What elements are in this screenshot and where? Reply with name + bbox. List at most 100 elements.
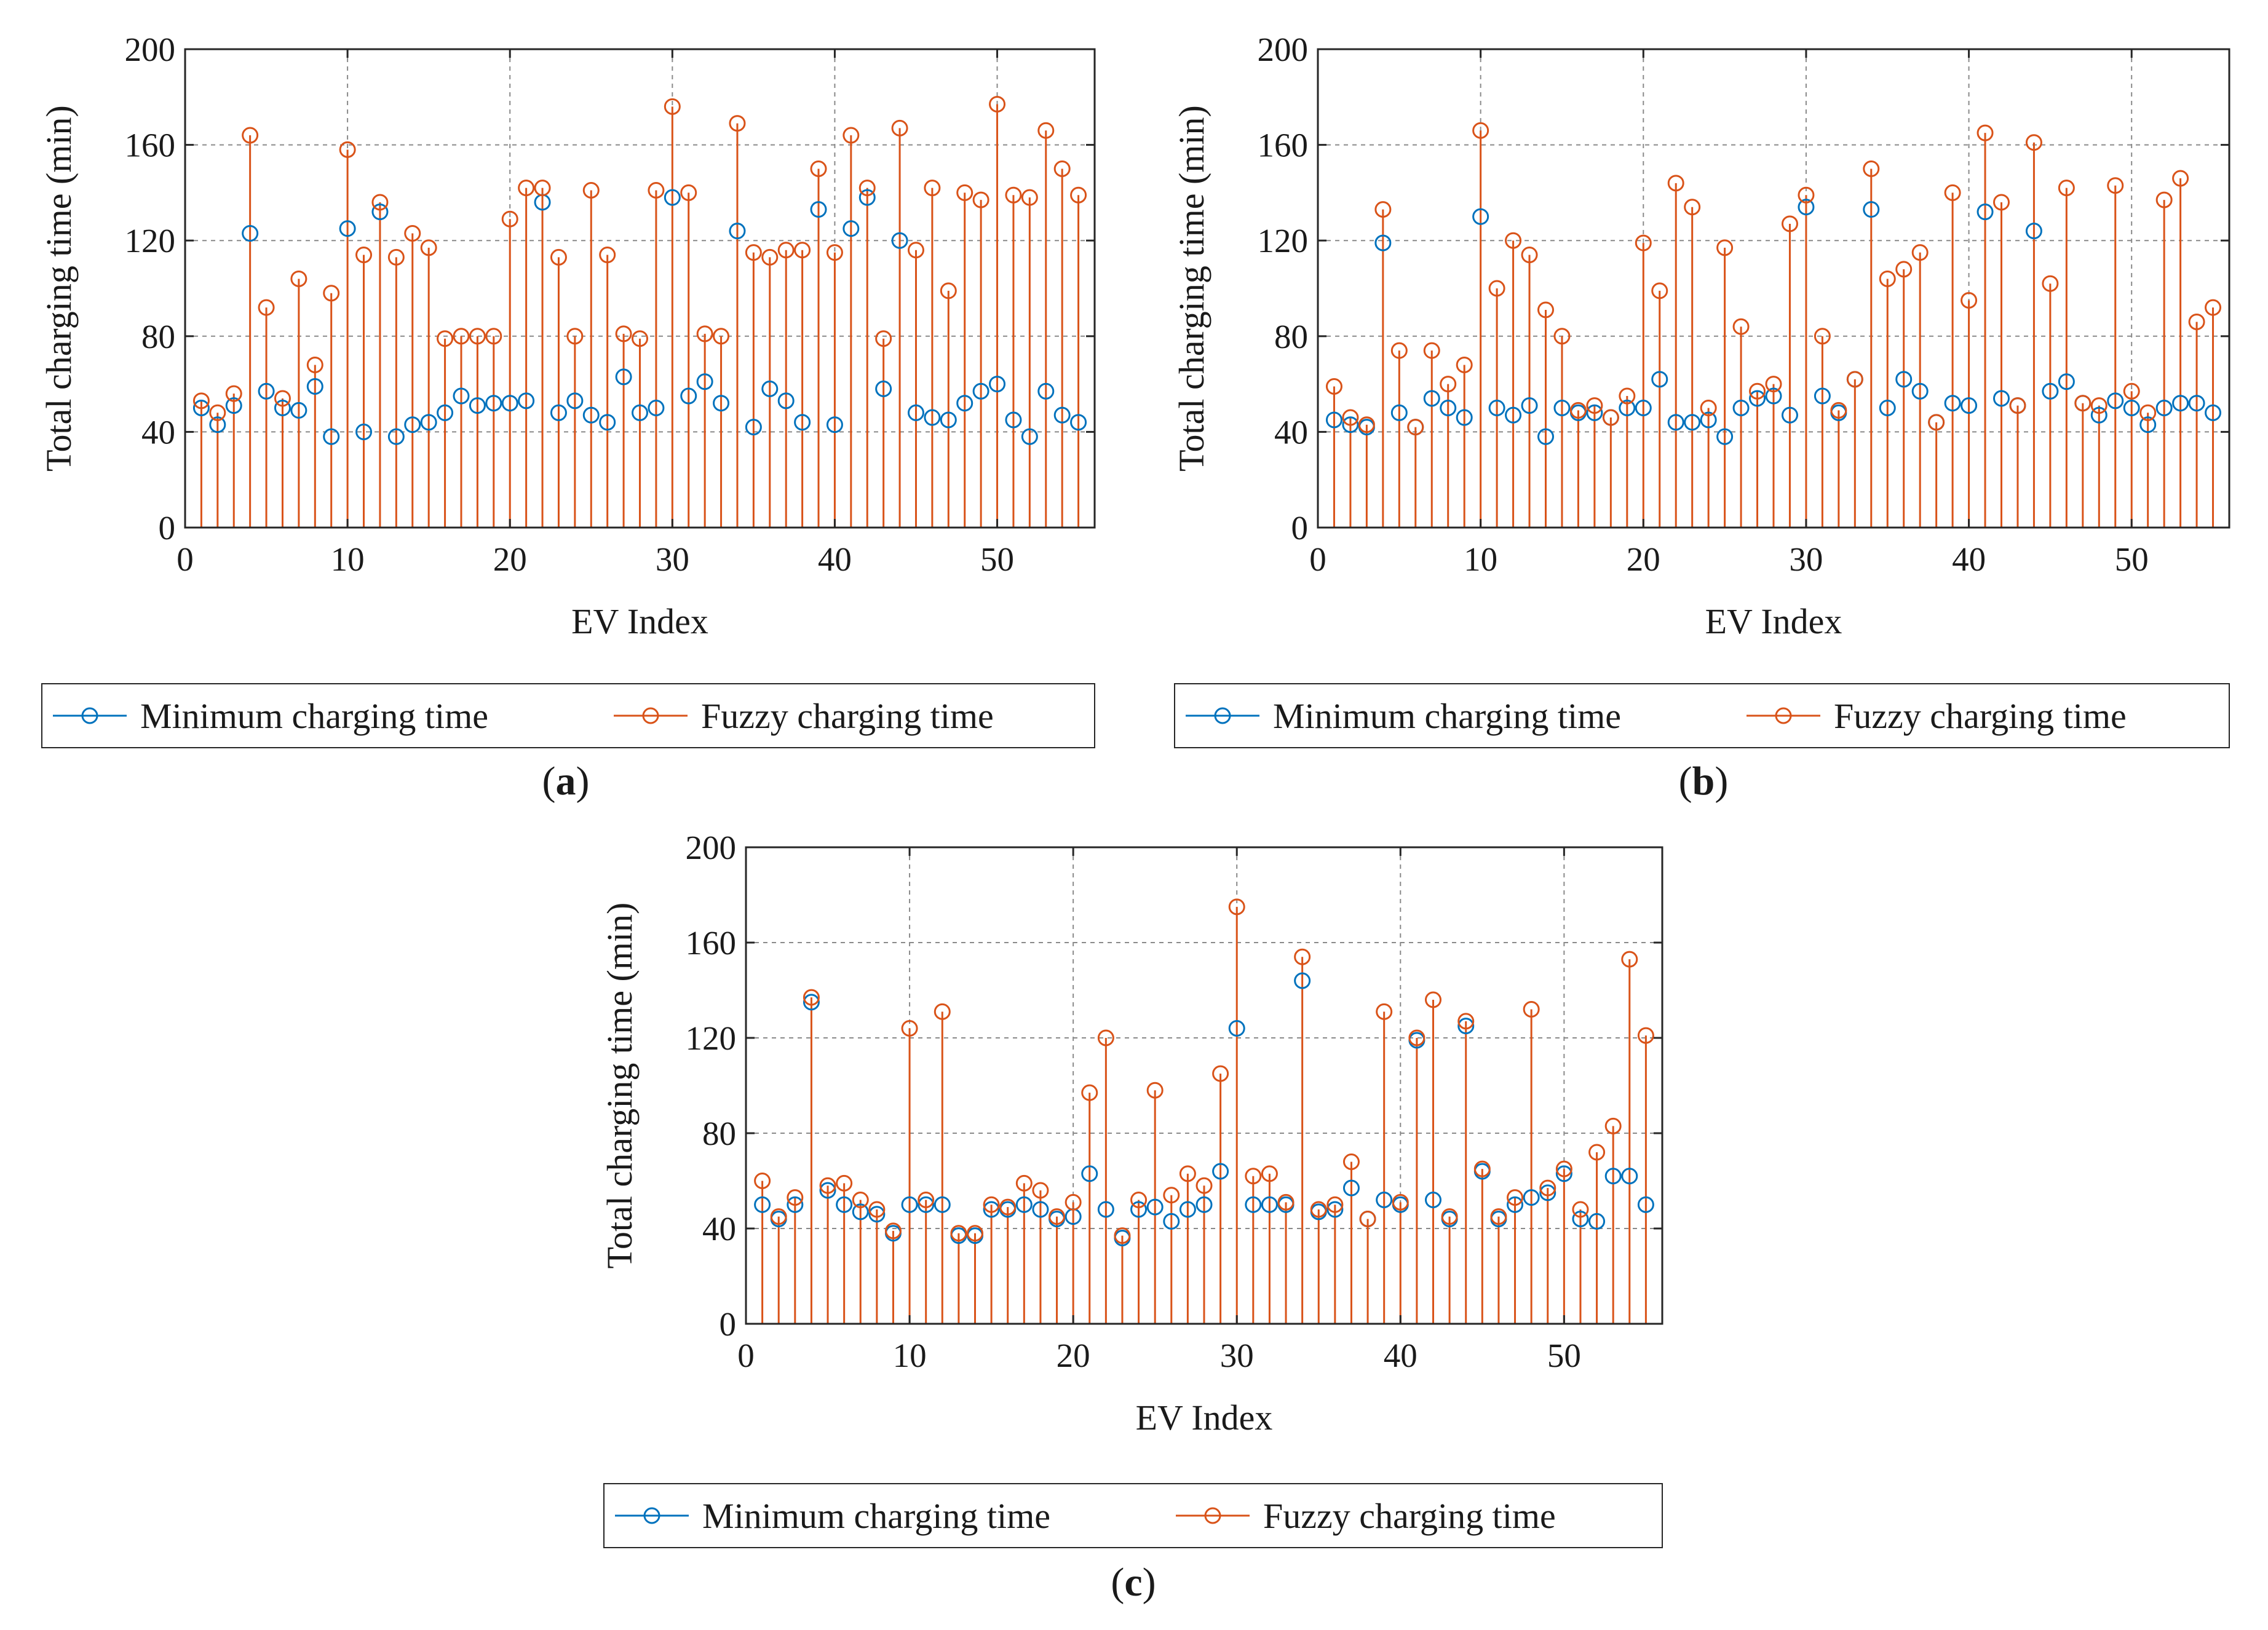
legend-marker-minimum bbox=[643, 1507, 660, 1524]
y-tick-label: 120 bbox=[1258, 222, 1309, 259]
fuzzy-marker bbox=[2009, 397, 2026, 414]
y-tick-label: 160 bbox=[686, 924, 737, 962]
minimum-marker bbox=[907, 404, 924, 421]
fuzzy-marker bbox=[1114, 1227, 1131, 1244]
fuzzy-marker bbox=[819, 1177, 836, 1194]
axes-box bbox=[184, 48, 1096, 529]
y-axis-label: Total charging time (min) bbox=[39, 105, 79, 472]
fuzzy-marker bbox=[1070, 186, 1087, 204]
fuzzy-marker bbox=[615, 325, 632, 342]
minimum-marker bbox=[632, 404, 648, 421]
minimum-marker bbox=[1621, 1168, 1638, 1185]
minimum-marker bbox=[1944, 395, 1961, 412]
fuzzy-marker bbox=[1572, 1201, 1589, 1218]
fuzzy-marker bbox=[907, 242, 924, 259]
fuzzy-marker bbox=[566, 328, 584, 345]
fuzzy-marker bbox=[1342, 1153, 1360, 1170]
fuzzy-marker bbox=[2205, 299, 2222, 316]
fuzzy-marker bbox=[729, 115, 746, 132]
x-tick-label: 30 bbox=[1220, 1337, 1254, 1374]
fuzzy-marker bbox=[1065, 1193, 1082, 1211]
fuzzy-marker bbox=[2123, 382, 2140, 400]
minimum-marker bbox=[1457, 1018, 1475, 1035]
minimum-marker bbox=[983, 1201, 1000, 1218]
minimum-marker bbox=[469, 397, 486, 414]
minimum-marker bbox=[1342, 1179, 1360, 1197]
fuzzy-marker bbox=[1326, 1196, 1344, 1213]
minimum-marker bbox=[1651, 371, 1668, 388]
minimum-marker bbox=[810, 201, 827, 218]
fuzzy-marker bbox=[1667, 175, 1684, 192]
minimum-marker bbox=[836, 1196, 853, 1213]
fuzzy-marker bbox=[1651, 282, 1668, 299]
minimum-marker bbox=[1212, 1163, 1229, 1180]
legend: Minimum charging time Fuzzy charging time bbox=[1174, 683, 2230, 748]
x-tick-label: 30 bbox=[656, 540, 689, 578]
y-tick-label: 0 bbox=[1291, 509, 1309, 547]
fuzzy-marker bbox=[777, 242, 795, 259]
fuzzy-marker bbox=[1586, 397, 1603, 414]
fuzzy-marker bbox=[453, 328, 470, 345]
fuzzy-marker bbox=[323, 285, 340, 302]
minimum-marker bbox=[1326, 1201, 1344, 1218]
legend-box bbox=[603, 1483, 1663, 1548]
fuzzy-marker bbox=[680, 184, 697, 201]
fuzzy-marker bbox=[1359, 1211, 1376, 1227]
fuzzy-marker bbox=[2107, 177, 2124, 194]
fuzzy-marker bbox=[648, 182, 665, 199]
fuzzy-marker bbox=[1928, 414, 1945, 431]
fuzzy-marker bbox=[696, 325, 713, 342]
minimum-marker bbox=[819, 1182, 836, 1199]
fuzzy-marker bbox=[934, 1003, 951, 1020]
fuzzy-marker bbox=[420, 239, 437, 256]
fuzzy-marker bbox=[225, 385, 242, 402]
fuzzy-marker bbox=[404, 225, 421, 242]
minimum-marker bbox=[518, 392, 535, 409]
minimum-marker bbox=[2139, 416, 2157, 433]
minimum-marker bbox=[1961, 397, 1978, 414]
fuzzy-marker bbox=[242, 127, 259, 144]
minimum-marker bbox=[803, 994, 820, 1011]
fuzzy-marker bbox=[924, 180, 941, 197]
fuzzy-marker bbox=[534, 180, 551, 197]
minimum-marker bbox=[777, 392, 795, 409]
minimum-marker bbox=[242, 225, 259, 242]
minimum-marker bbox=[1374, 234, 1392, 251]
minimum-marker bbox=[1588, 1213, 1606, 1230]
fuzzy-marker bbox=[754, 1173, 771, 1189]
legend-marker-fuzzy bbox=[1775, 707, 1792, 724]
minimum-marker bbox=[664, 189, 681, 206]
fuzzy-marker bbox=[1749, 382, 1766, 400]
fuzzy-marker bbox=[1993, 194, 2010, 211]
x-tick-label: 20 bbox=[1627, 540, 1660, 578]
fuzzy-marker bbox=[501, 210, 518, 227]
minimum-marker bbox=[1732, 400, 1750, 416]
minimum-marker bbox=[729, 223, 746, 240]
fuzzy-marker bbox=[745, 244, 762, 261]
fuzzy-marker bbox=[1037, 122, 1055, 139]
minimum-marker bbox=[1879, 400, 1896, 416]
minimum-marker bbox=[1749, 390, 1766, 407]
minimum-marker bbox=[339, 220, 356, 237]
minimum-marker bbox=[1376, 1192, 1393, 1208]
minimum-marker bbox=[794, 414, 811, 431]
minimum-marker bbox=[2042, 382, 2059, 400]
fuzzy-marker bbox=[940, 282, 957, 299]
fuzzy-marker bbox=[1310, 1201, 1327, 1218]
minimum-marker bbox=[355, 423, 373, 440]
minimum-marker bbox=[1993, 390, 2010, 407]
fuzzy-marker bbox=[1521, 247, 1538, 264]
fuzzy-marker bbox=[1684, 199, 1701, 216]
minimum-marker bbox=[258, 382, 275, 400]
minimum-marker bbox=[1070, 414, 1087, 431]
legend-marker-minimum bbox=[1214, 707, 1231, 724]
legend-label-minimum: Minimum charging time bbox=[702, 1496, 1050, 1536]
y-tick-label: 200 bbox=[686, 829, 737, 866]
fuzzy-marker bbox=[1911, 244, 1929, 261]
minimum-marker bbox=[1053, 406, 1071, 424]
fuzzy-marker bbox=[1635, 234, 1652, 251]
minimum-marker bbox=[1015, 1196, 1033, 1213]
fuzzy-marker bbox=[2058, 180, 2075, 197]
minimum-marker bbox=[1537, 428, 1554, 445]
minimum-marker bbox=[713, 395, 730, 412]
